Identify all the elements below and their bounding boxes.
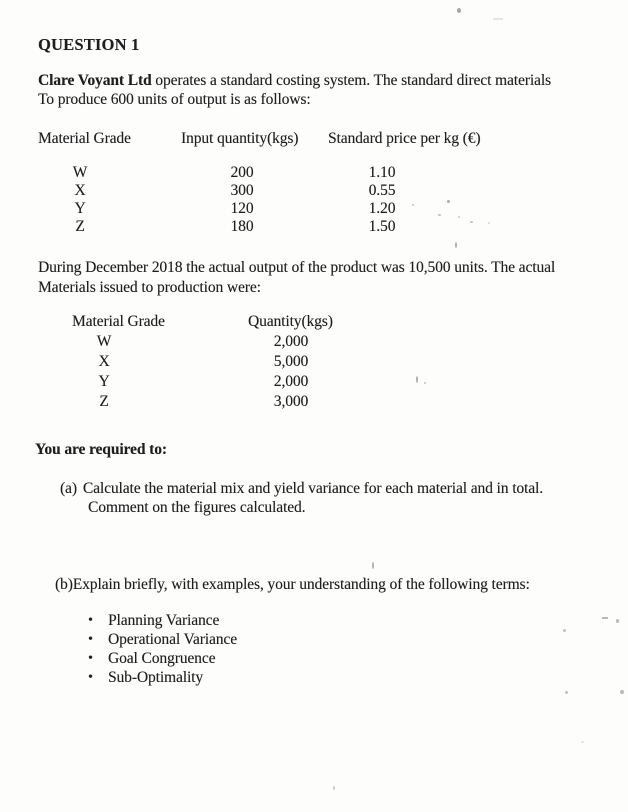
scan-noise: [412, 204, 414, 206]
table-row: Z 180 1.50: [0, 218, 628, 236]
term-label: Goal Congruence: [108, 650, 216, 667]
actual-line-2: Materials issued to production were:: [38, 279, 261, 296]
scan-noise: [563, 629, 566, 632]
grade-cell: X: [74, 182, 86, 199]
input-qty-cell: 120: [230, 200, 254, 217]
intro-line-1-rest: operates a standard costing system. The …: [151, 72, 551, 89]
bullet-icon: •: [88, 651, 93, 666]
scan-noise: [458, 216, 460, 218]
quantity-cell: 2,000: [273, 333, 309, 350]
list-item: • Sub-Optimality: [86, 668, 237, 687]
scan-noise: [372, 562, 374, 569]
grade-cell: W: [72, 164, 88, 181]
table-row: X 300 0.55: [0, 182, 628, 200]
quantity-cell: 2,000: [273, 373, 309, 390]
part-a-line-1: (a) Calculate the material mix and yield …: [60, 479, 543, 498]
standard-col-material-grade: Material Grade: [38, 130, 131, 147]
scan-noise: [447, 200, 450, 203]
table-row: Y 120 1.20: [0, 200, 628, 218]
scan-noise: [455, 242, 457, 248]
requirement-part-a: (a) Calculate the material mix and yield …: [60, 479, 543, 517]
scan-noise: [616, 619, 619, 623]
price-cell: 1.10: [368, 164, 396, 181]
list-item: • Operational Variance: [86, 630, 237, 649]
scan-noise: [620, 690, 624, 694]
actual-table-rows: W 2,000 X 5,000 Y 2,000 Z 3,000: [0, 332, 628, 412]
part-a-line-2: Comment on the figures calculated.: [88, 499, 306, 516]
scan-noise: [424, 382, 426, 384]
table-row: Y 2,000: [0, 372, 628, 392]
term-label: Operational Variance: [108, 631, 237, 648]
bullet-icon: •: [88, 632, 93, 647]
scan-noise: [416, 376, 418, 383]
price-cell: 1.50: [368, 218, 396, 235]
scan-noise: [493, 18, 503, 20]
actual-table-header: Material Grade Quantity(kgs): [0, 313, 628, 331]
standard-table-rows: W 200 1.10 X 300 0.55 Y 120 1.20 Z 180 1…: [0, 164, 628, 236]
scan-noise: [565, 691, 568, 694]
table-row: W 2,000: [0, 332, 628, 352]
scan-noise: [333, 786, 335, 790]
quantity-cell: 5,000: [273, 353, 309, 370]
bullet-icon: •: [88, 613, 93, 628]
grade-cell: Z: [75, 218, 85, 235]
price-cell: 1.20: [368, 200, 396, 217]
scan-noise: [457, 8, 461, 13]
table-row: X 5,000: [0, 352, 628, 372]
actual-output-paragraph: During December 2018 the actual output o…: [38, 258, 555, 298]
standard-table-header: Material Grade Input quantity(kgs) Stand…: [0, 130, 628, 148]
part-a-text: Calculate the material mix and yield var…: [82, 480, 544, 497]
intro-paragraph: Clare Voyant Ltd operates a standard cos…: [38, 71, 551, 109]
intro-line-2: To produce 600 units of output is as fol…: [38, 91, 311, 108]
term-label: Sub-Optimality: [108, 669, 204, 686]
table-row: Z 3,000: [0, 392, 628, 412]
actual-col-quantity: Quantity(kgs): [248, 313, 333, 330]
list-item: • Goal Congruence: [86, 649, 237, 668]
grade-cell: X: [98, 353, 110, 370]
scan-noise: [602, 617, 608, 619]
requirement-part-b: (b)Explain briefly, with examples, your …: [55, 576, 530, 593]
input-qty-cell: 180: [230, 218, 254, 235]
scan-noise: [470, 221, 473, 223]
grade-cell: Z: [99, 393, 109, 410]
price-cell: 0.55: [368, 182, 396, 199]
company-name: Clare Voyant Ltd: [38, 72, 152, 89]
question-title: QUESTION 1: [38, 35, 140, 54]
input-qty-cell: 300: [230, 182, 254, 199]
scan-noise: [438, 214, 441, 216]
grade-cell: Y: [98, 373, 110, 390]
requirements-heading: You are required to:: [35, 441, 167, 458]
input-qty-cell: 200: [230, 164, 254, 181]
standard-col-input-quantity: Input quantity(kgs): [181, 130, 299, 147]
list-item: • Planning Variance: [86, 611, 237, 630]
table-row: W 200 1.10: [0, 164, 628, 182]
scan-noise: [581, 741, 584, 743]
bullet-icon: •: [88, 670, 93, 685]
quantity-cell: 3,000: [273, 393, 309, 410]
actual-line-1: During December 2018 the actual output o…: [38, 259, 556, 276]
actual-col-material-grade: Material Grade: [72, 313, 165, 330]
terms-bullet-list: • Planning Variance • Operational Variance…: [86, 611, 237, 687]
intro-line-1: Clare Voyant Ltd operates a standard cos…: [38, 71, 551, 90]
scan-noise: [488, 222, 490, 224]
standard-col-price-per-kg: Standard price per kg (€): [328, 130, 481, 147]
grade-cell: W: [96, 333, 112, 350]
term-label: Planning Variance: [108, 612, 220, 629]
part-a-label: (a): [60, 480, 77, 497]
grade-cell: Y: [74, 200, 86, 217]
